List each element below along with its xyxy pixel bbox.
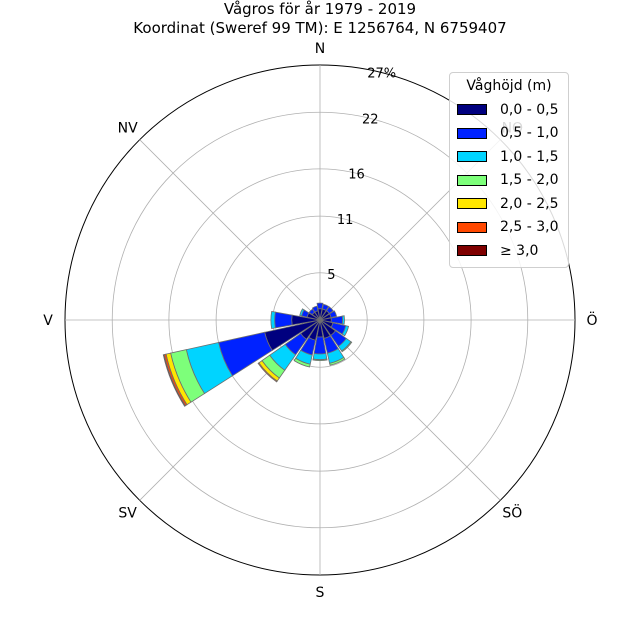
radial-tick-label: 16 [348,167,365,182]
legend-item: 2,0 - 2,5 [450,192,568,216]
rose-bar-112.5-bin-2 [341,325,350,337]
radial-tick-label: 5 [327,268,335,283]
direction-label: V [43,313,53,329]
chart-title: Vågros för år 1979 - 2019 [223,0,417,18]
rose-bar-180-bin-2 [312,353,328,361]
legend-item: 1,5 - 2,0 [450,169,568,193]
rose-bar-22.5-bin-1 [321,303,330,311]
direction-label: SÖ [502,503,522,521]
radial-tick-label: 22 [362,112,379,127]
legend-label: 2,5 - 3,0 [500,219,559,236]
rose-bar-292.5-bin-2 [299,308,305,317]
rose-bar-270-bin-1 [274,311,293,329]
radial-tick-label: 11 [337,213,354,228]
direction-label: S [316,585,325,601]
legend-label: ≥ 3,0 [500,242,539,259]
direction-label: N [315,41,325,57]
rose-bar-315-bin-1 [308,308,316,316]
grid-spoke [319,319,501,501]
grid-spoke [139,139,321,321]
legend-label: 0,5 - 1,0 [500,125,559,142]
rose-bar-90-bin-2 [341,315,345,325]
legend-label: 1,0 - 1,5 [500,148,559,165]
legend-label: 0,0 - 0,5 [500,101,559,118]
direction-label: SV [118,505,137,521]
rose-bar-225-bin-5 [257,362,278,383]
rose-bar-157.5-bin-3 [329,356,346,366]
legend-swatch [457,221,487,233]
legend-swatch [457,104,487,116]
legend-label: 2,0 - 2,5 [500,195,559,212]
legend-swatch [457,198,487,210]
chart-subtitle: Koordinat (Sweref 99 TM): E 1256764, N 6… [133,19,507,37]
legend-swatch [457,174,487,186]
radial-tick-label: 27% [367,67,396,82]
legend-item: ≥ 3,0 [450,239,568,263]
rose-bar-180-bin-3 [312,358,328,362]
rose-bar-67.5-bin-1 [329,310,338,319]
rose-bar-202.5-bin-3 [293,357,311,368]
rose-bar-337.5-bin-1 [311,305,319,313]
rose-bars [162,302,353,407]
legend-rows: 0,0 - 0,5 0,5 - 1,0 1,0 - 1,5 1,5 - 2,0 2,0 … [450,98,568,263]
legend-title: Våghöjd (m) [466,78,552,94]
legend: Våghöjd (m) 0,0 - 0,5 0,5 - 1,0 1,0 - 1,5 1… [449,72,569,268]
legend-item: 1,0 - 1,5 [450,145,568,169]
legend-swatch [457,151,487,163]
legend-item: 0,0 - 0,5 [450,98,568,122]
polar-grid [64,64,576,576]
rose-bar-0-bin-1 [316,302,324,310]
legend-item: 2,5 - 3,0 [450,216,568,240]
rose-bar-45-bin-1 [325,306,334,315]
rose-bar-247.5-bin-6 [162,354,186,407]
legend-swatch [457,245,487,257]
legend-item: 0,5 - 1,0 [450,122,568,146]
rose-bar-270-bin-2 [270,311,276,329]
legend-swatch [457,127,487,139]
rose-bar-135-bin-3 [341,341,353,353]
chart-title-block: Vågros för år 1979 - 2019 Koordinat (Swe… [0,0,640,38]
legend-label: 1,5 - 2,0 [500,172,559,189]
direction-label: Ö [586,311,597,329]
direction-label: NV [118,121,138,137]
